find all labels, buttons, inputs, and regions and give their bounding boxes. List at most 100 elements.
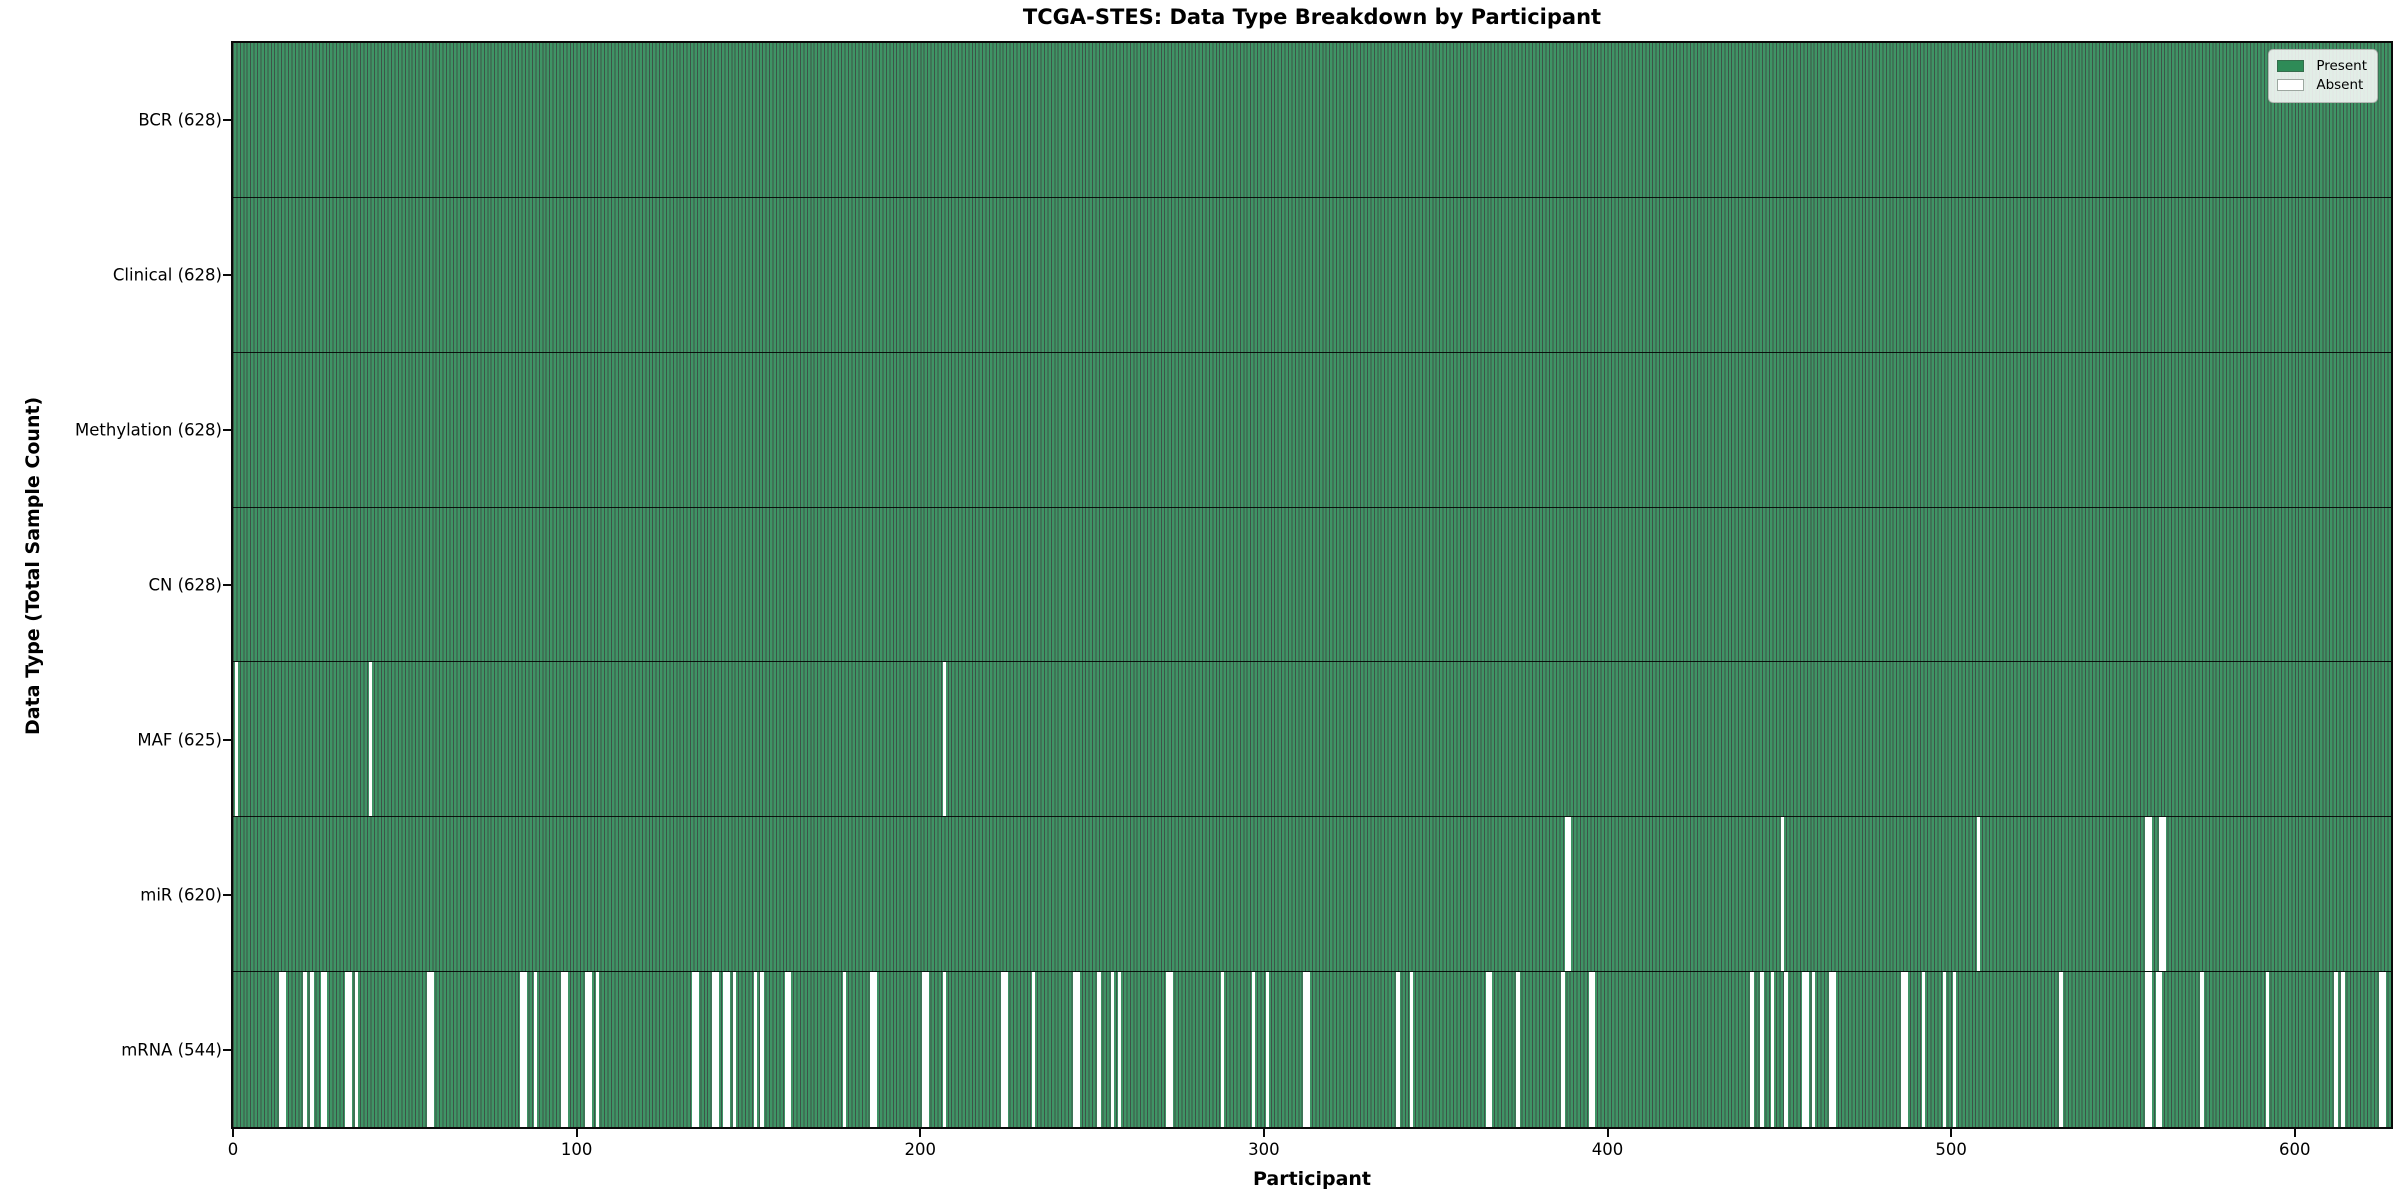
absent-bar — [1588, 972, 1593, 1127]
absent-bar — [2341, 972, 2345, 1127]
absent-swatch — [2277, 79, 2305, 91]
absent-bar — [1169, 972, 1173, 1127]
absent-bar — [354, 972, 359, 1127]
absent-bar — [2145, 817, 2149, 972]
absent-bar — [925, 972, 929, 1127]
absent-bar — [320, 972, 325, 1127]
absent-bar — [348, 972, 352, 1127]
absent-bar — [1781, 817, 1785, 972]
absent-bar — [2378, 972, 2383, 1127]
absent-bar — [519, 972, 524, 1127]
absent-bar — [870, 972, 874, 1127]
absent-bar — [1568, 817, 1572, 972]
absent-bar — [2059, 972, 2063, 1127]
absent-bar — [715, 972, 720, 1127]
absent-bar — [2334, 972, 2338, 1127]
absent-bar — [1832, 972, 1837, 1127]
absent-bar — [564, 972, 569, 1127]
absent-bar — [1921, 972, 1926, 1127]
absent-bar — [1073, 972, 1077, 1127]
absent-bar — [1031, 972, 1036, 1127]
absent-bar — [1001, 972, 1005, 1127]
y-tick-label-CN: CN (628) — [148, 575, 222, 595]
absent-bar — [234, 662, 239, 817]
y-tick-label-BCR: BCR (628) — [138, 110, 222, 130]
heatmap-row-BCR — [233, 43, 2391, 198]
absent-bar — [1770, 972, 1775, 1127]
chart-title: TCGA-STES: Data Type Breakdown by Partic… — [1022, 5, 1602, 29]
absent-bar — [1265, 972, 1270, 1127]
x-tick-mark — [1606, 1129, 1609, 1137]
absent-bar — [585, 972, 589, 1127]
y-tick-mark — [223, 274, 231, 277]
absent-bar — [1409, 972, 1414, 1127]
absent-bar — [942, 662, 947, 817]
x-tick-mark — [1950, 1129, 1953, 1137]
x-tick-mark — [2293, 1129, 2296, 1137]
absent-bar — [1306, 972, 1311, 1127]
absent-bar — [1805, 972, 1809, 1127]
absent-bar — [588, 972, 593, 1127]
legend-absent-label: Absent — [2316, 77, 2364, 93]
x-axis-label: Participant — [1252, 1168, 1372, 1190]
absent-bar — [1110, 972, 1115, 1127]
y-tick-label-Methylation: Methylation (628) — [75, 420, 222, 440]
absent-bar — [1076, 972, 1081, 1127]
absent-bar — [303, 972, 307, 1127]
absent-bar — [1165, 972, 1170, 1127]
y-axis-label: Data Type (Total Sample Count) — [22, 396, 44, 735]
absent-bar — [942, 972, 947, 1127]
absent-bar — [1516, 972, 1520, 1127]
absent-bar — [1952, 972, 1957, 1127]
absent-bar — [1750, 972, 1754, 1127]
absent-bar — [279, 972, 283, 1127]
absent-bar — [1396, 972, 1400, 1127]
heatmap-row-miR — [233, 817, 2391, 973]
absent-bar — [2155, 972, 2160, 1127]
absent-bar — [873, 972, 878, 1127]
absent-bar — [1904, 972, 1909, 1127]
absent-bar — [2159, 817, 2163, 972]
absent-bar — [282, 972, 287, 1127]
absent-bar — [1829, 972, 1833, 1127]
x-tick-mark — [919, 1129, 922, 1137]
absent-bar — [1760, 972, 1764, 1127]
absent-bar — [1117, 972, 1122, 1127]
y-tick-label-Clinical: Clinical (628) — [112, 265, 222, 285]
x-tick-label-0: 0 — [227, 1140, 239, 1159]
absent-bar — [726, 972, 730, 1127]
absent-bar — [787, 972, 792, 1127]
y-tick-mark — [223, 119, 231, 122]
heatmap-row-Clinical — [233, 197, 2391, 353]
absent-bar — [712, 972, 716, 1127]
absent-bar — [1097, 972, 1101, 1127]
absent-bar — [368, 662, 373, 817]
absent-bar — [1942, 972, 1946, 1127]
absent-bar — [2148, 972, 2153, 1127]
y-tick-mark — [223, 1048, 231, 1051]
absent-bar — [784, 972, 788, 1127]
absent-bar — [1004, 972, 1008, 1127]
absent-bar — [921, 972, 926, 1127]
y-tick-mark — [223, 738, 231, 741]
absent-bar — [595, 972, 599, 1127]
absent-bar — [1485, 972, 1489, 1127]
absent-bar — [1488, 972, 1493, 1127]
absent-bar — [695, 972, 699, 1127]
absent-bar — [1811, 972, 1816, 1127]
legend: Present Absent — [2268, 49, 2378, 103]
absent-bar — [2265, 972, 2269, 1127]
absent-bar — [1592, 972, 1596, 1127]
heatmap-row-MAF — [233, 662, 2391, 818]
absent-bar — [691, 972, 696, 1127]
y-tick-mark — [223, 429, 231, 432]
absent-bar — [1561, 972, 1565, 1127]
absent-bar — [344, 972, 349, 1127]
absent-bar — [430, 972, 434, 1127]
present-swatch — [2277, 60, 2305, 72]
heatmap-row-Methylation — [233, 352, 2391, 508]
x-tick-label-300: 300 — [1248, 1140, 1280, 1159]
absent-bar — [1784, 972, 1788, 1127]
x-tick-label-500: 500 — [1935, 1140, 1967, 1159]
